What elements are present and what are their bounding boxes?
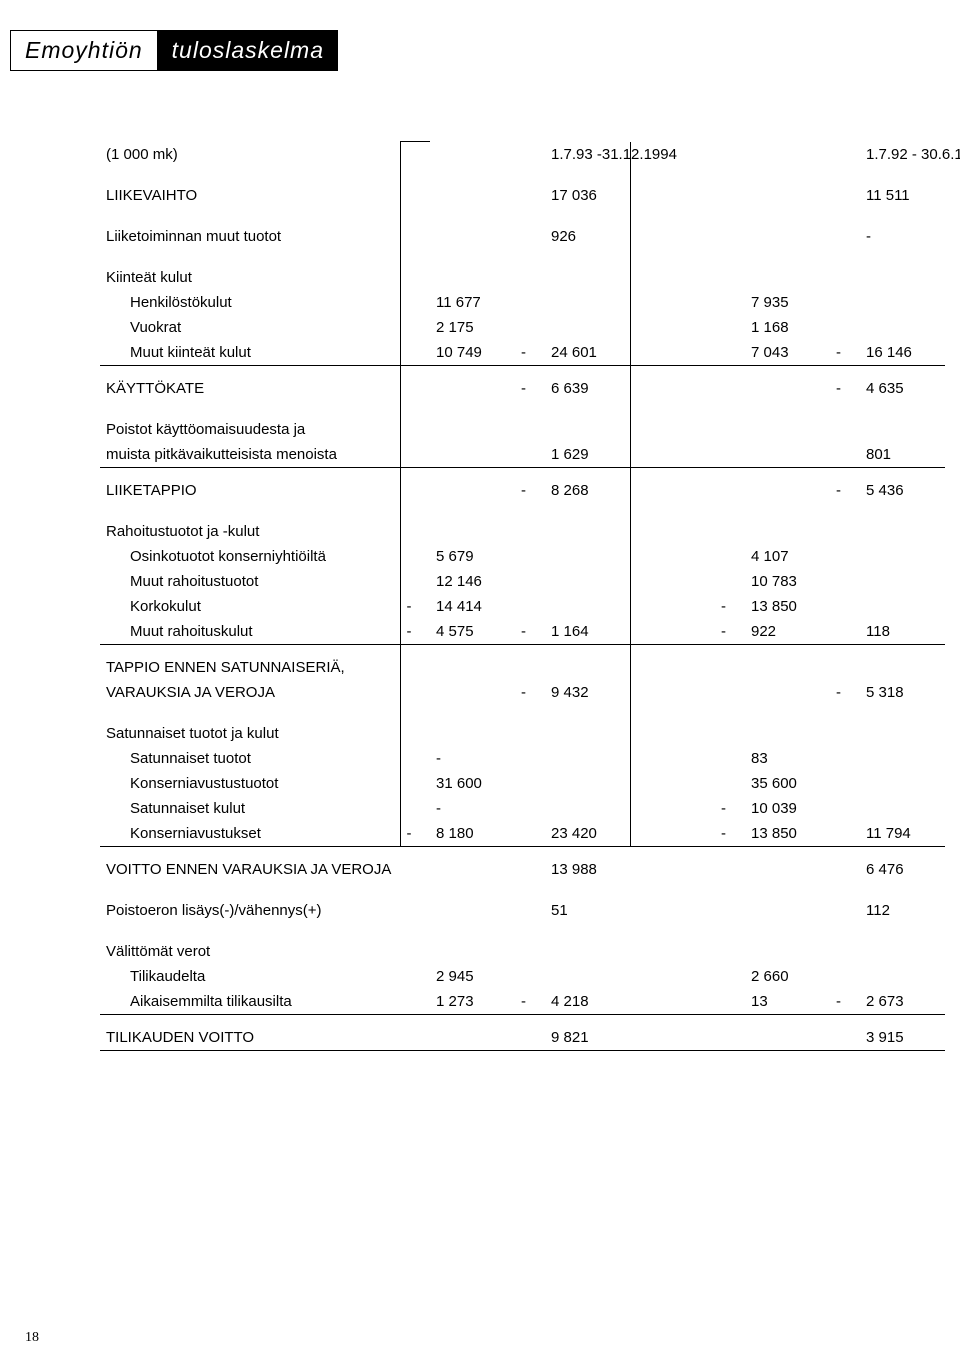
row-voitto: VOITTO ENNEN VARAUKSIA JA VEROJA 13 988 …: [100, 846, 945, 882]
row-muut-kiinteat: Muut kiinteät kulut 10 749 -24 601 7 043…: [100, 340, 945, 366]
period2: 1.7.92 - 30.6.1993: [860, 142, 945, 167]
row-muut-rah-k: Muut rahoituskulut -4 575 -1 164 -922 11…: [100, 619, 945, 645]
title-left: Emoyhtiön: [10, 30, 158, 71]
row-tappio2: VARAUKSIA JA VEROJA -9 432 -5 318: [100, 680, 945, 705]
row-poistoero: Poistoeron lisäys(-)/vähennys(+) 51 112: [100, 898, 945, 923]
header-row: (1 000 mk) 1.7.93 -31.12.1994 1.7.92 - 3…: [100, 142, 945, 167]
row-sat-tk: Satunnaiset tuotot ja kulut: [100, 721, 945, 746]
row-sat-t: Satunnaiset tuotot - 83: [100, 746, 945, 771]
row-valittomat: Välittömät verot: [100, 939, 945, 964]
row-tilikaudelta: Tilikaudelta 2 945 2 660: [100, 964, 945, 989]
row-tilikauden-voitto: TILIKAUDEN VOITTO 9 821 3 915: [100, 1014, 945, 1050]
row-kayttokate: KÄYTTÖKATE -6 639 -4 635: [100, 365, 945, 401]
row-kiinteat: Kiinteät kulut: [100, 265, 945, 290]
page-number: 18: [25, 1330, 39, 1346]
period1: 1.7.93 -31.12.1994: [545, 142, 630, 167]
row-muut-rah-t: Muut rahoitustuotot 12 146 10 783: [100, 569, 945, 594]
row-aikaisemmilta: Aikaisemmilta tilikausilta 1 273 -4 218 …: [100, 989, 945, 1015]
row-henkilosto: Henkilöstökulut 11 677 7 935: [100, 290, 945, 315]
title-right: tuloslaskelma: [158, 30, 338, 71]
row-korkokulut: Korkokulut -14 414 -13 850: [100, 594, 945, 619]
row-liikevaihto: LIIKEVAIHTO 17 036 11 511: [100, 183, 945, 208]
income-statement-table: (1 000 mk) 1.7.93 -31.12.1994 1.7.92 - 3…: [100, 141, 945, 1051]
unit-label: (1 000 mk): [100, 142, 400, 167]
row-tappio1: TAPPIO ENNEN SATUNNAISERIÄ,: [100, 644, 945, 680]
row-konserni-a: Konserniavustukset -8 180 23 420 -13 850…: [100, 821, 945, 847]
row-konserni-t: Konserniavustustuotot 31 600 35 600: [100, 771, 945, 796]
row-rahoitus: Rahoitustuotot ja -kulut: [100, 519, 945, 544]
row-liiketoim: Liiketoiminnan muut tuotot 926 -: [100, 224, 945, 249]
row-poistot2: muista pitkävaikutteisista menoista 1 62…: [100, 442, 945, 468]
row-poistot1: Poistot käyttöomaisuudesta ja: [100, 417, 945, 442]
row-osinko: Osinkotuotot konserniyhtiöiltä 5 679 4 1…: [100, 544, 945, 569]
page-title: Emoyhtiön tuloslaskelma: [10, 30, 920, 71]
row-vuokrat: Vuokrat 2 175 1 168: [100, 315, 945, 340]
row-sat-k: Satunnaiset kulut - -10 039: [100, 796, 945, 821]
row-liiketappio: LIIKETAPPIO -8 268 -5 436: [100, 467, 945, 503]
